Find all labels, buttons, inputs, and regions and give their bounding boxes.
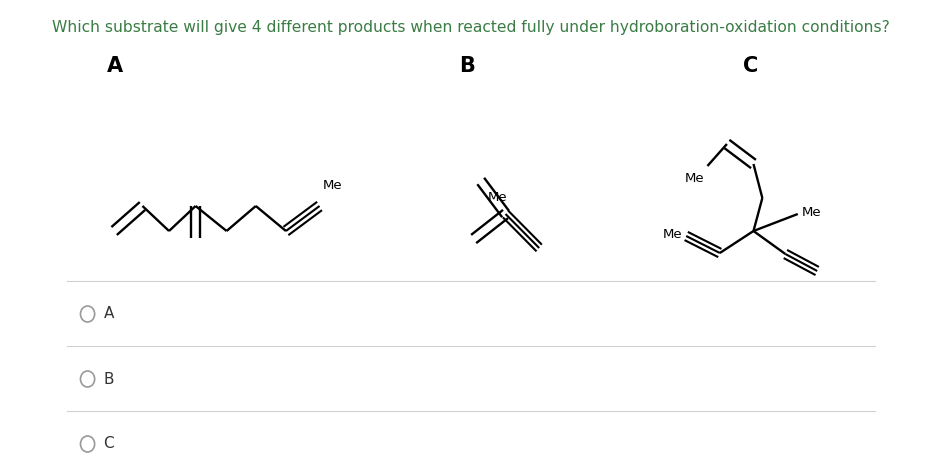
Text: A: A	[107, 56, 123, 76]
Text: C: C	[743, 56, 758, 76]
Text: Me: Me	[663, 228, 683, 240]
Text: Me: Me	[488, 191, 508, 204]
Text: B: B	[460, 56, 476, 76]
Text: Me: Me	[323, 179, 343, 192]
Text: Me: Me	[684, 172, 704, 185]
Text: Me: Me	[802, 206, 820, 218]
Text: A: A	[104, 307, 114, 321]
Text: B: B	[104, 371, 114, 387]
Text: C: C	[104, 436, 114, 452]
Text: Which substrate will give 4 different products when reacted fully under hydrobor: Which substrate will give 4 different pr…	[52, 20, 890, 35]
